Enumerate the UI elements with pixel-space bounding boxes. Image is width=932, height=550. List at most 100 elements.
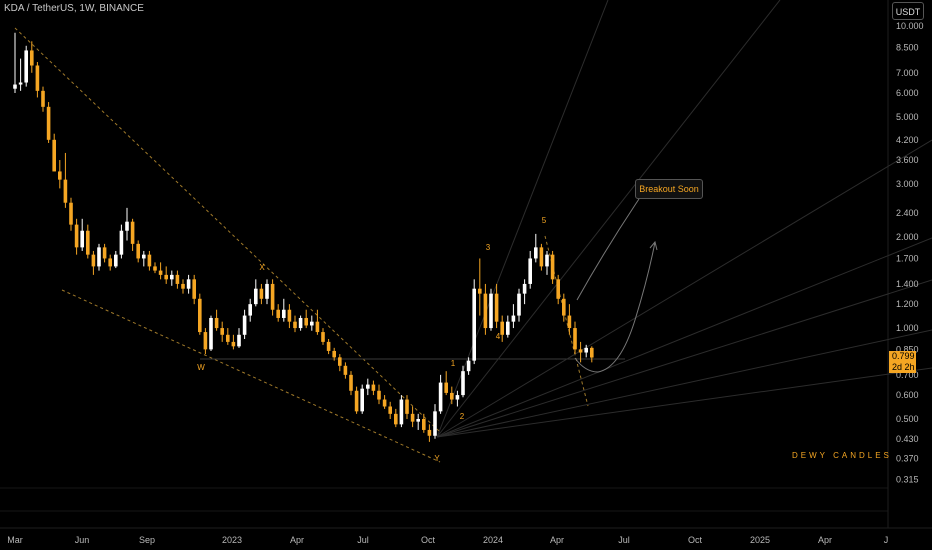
candle: [472, 279, 476, 365]
candle-body: [41, 90, 45, 107]
candle-body: [270, 283, 275, 310]
time-tick-label: 2024: [483, 535, 503, 545]
candle: [170, 270, 174, 286]
candle: [80, 218, 84, 251]
chart-drawings: [14, 0, 932, 463]
candle: [18, 58, 23, 91]
candle-body: [276, 309, 280, 318]
candle: [74, 218, 79, 255]
candle-body: [242, 315, 247, 335]
candle: [461, 365, 465, 398]
candle: [142, 250, 146, 267]
price-axis[interactable]: 10.000 8.500 7.000 6.000 5.000 4.200 3.600 3.00…: [896, 21, 924, 485]
candle: [41, 86, 45, 112]
candle: [338, 354, 342, 372]
candle-body: [52, 139, 56, 172]
candle-body: [304, 317, 308, 326]
fan-line: [436, 237, 932, 438]
candle: [214, 309, 219, 331]
candle: [466, 357, 471, 375]
time-axis[interactable]: Mar Jun Sep 2023 Apr Jul Oct 2024 Apr Jul Oct 2025 A…: [7, 535, 888, 545]
candle: [52, 133, 56, 172]
candle-body: [461, 371, 465, 396]
candle-body: [18, 82, 23, 85]
time-tick-label: J: [884, 535, 889, 545]
candle-body: [259, 288, 264, 299]
candle: [590, 346, 594, 363]
candle-body: [567, 315, 572, 329]
candle-body: [248, 304, 252, 316]
candle-body: [254, 288, 258, 305]
candle: [354, 386, 359, 414]
candle-body: [237, 334, 241, 347]
time-tick-label: Apr: [290, 535, 304, 545]
candle: [343, 362, 348, 379]
candle: [242, 309, 247, 340]
candle-body: [130, 221, 135, 244]
candle-body: [450, 392, 454, 400]
candle-body: [58, 171, 62, 180]
candle-body: [310, 321, 314, 326]
candle-body: [287, 309, 292, 322]
candle: [382, 395, 387, 409]
candle-body: [231, 341, 236, 347]
price-tick-label: 1.400: [896, 279, 919, 289]
candle-body: [147, 254, 152, 267]
candle: [198, 293, 202, 335]
candle: [489, 288, 493, 331]
candle: [438, 374, 443, 414]
candle-body: [377, 390, 381, 400]
candle: [231, 334, 236, 350]
candle: [562, 293, 566, 322]
candle: [539, 243, 544, 271]
candle-body: [91, 254, 96, 267]
candle: [181, 279, 185, 294]
candle-body: [534, 247, 538, 259]
candle: [545, 250, 549, 275]
time-tick-label: Mar: [7, 535, 23, 545]
candle-body: [63, 179, 68, 203]
candle-body: [438, 382, 443, 412]
price-tick-label: 0.315: [896, 475, 919, 485]
candle-body: [214, 317, 219, 329]
candle-body: [209, 317, 213, 350]
candle-body: [562, 298, 566, 316]
currency-unit-button[interactable]: USDT: [892, 2, 924, 20]
candle: [63, 152, 68, 208]
candle: [24, 45, 28, 87]
fan-line: [436, 0, 609, 438]
candle-body: [539, 247, 544, 267]
fan-line: [436, 139, 932, 438]
author-watermark: DEWY CANDLES: [792, 451, 892, 460]
candle-body: [584, 347, 588, 353]
candle: [114, 250, 118, 269]
candle: [410, 406, 415, 428]
breakout-callout[interactable]: Breakout Soon: [635, 179, 703, 199]
candle-body: [528, 258, 532, 284]
wave-label: 1: [451, 359, 456, 368]
candle: [192, 274, 196, 305]
price-tick-label: 6.000: [896, 88, 919, 98]
candle: [399, 395, 404, 428]
candle: [528, 250, 532, 289]
candle-body: [338, 357, 342, 366]
candle-body: [136, 243, 140, 259]
candle-body: [427, 429, 432, 436]
candle: [427, 424, 432, 442]
candle: [282, 298, 286, 322]
time-tick-label: Jul: [618, 535, 630, 545]
candle: [304, 309, 308, 329]
candle-body: [416, 419, 420, 422]
fan-line: [436, 367, 932, 438]
candle-body: [114, 254, 118, 267]
candle-body: [158, 270, 163, 275]
price-tick-label: 10.000: [896, 21, 924, 31]
candle: [550, 250, 555, 284]
fan-line: [436, 329, 932, 438]
candle: [30, 41, 34, 73]
candle: [567, 304, 572, 335]
candle-body: [489, 293, 493, 329]
candle-body: [522, 283, 527, 294]
candle: [366, 378, 370, 396]
